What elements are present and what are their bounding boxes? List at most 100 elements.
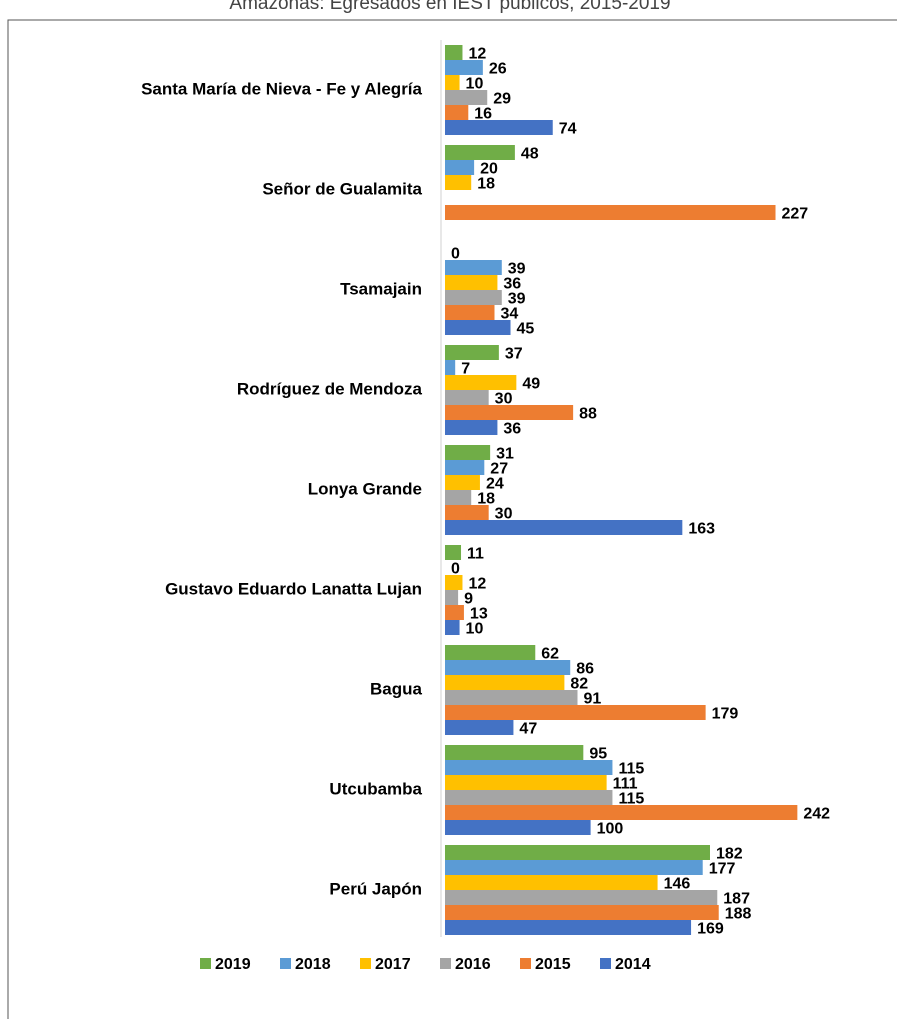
legend-label: 2015 [535,956,571,973]
value-label: 10 [466,621,484,638]
value-label: 163 [688,521,715,538]
legend-label: 2018 [295,956,331,973]
bar [445,720,514,735]
bar [445,475,480,490]
bar [445,320,511,335]
bar [445,660,571,675]
value-label: 227 [782,206,809,223]
bar [445,745,584,760]
legend-swatch [600,958,611,969]
legend-swatch [280,958,291,969]
value-label: 86 [576,661,594,678]
bar [445,520,683,535]
bar [445,575,463,590]
category-label: Utcubamba [329,779,422,798]
value-label: 0 [451,561,460,578]
value-label: 115 [618,791,644,808]
value-label: 47 [519,721,537,738]
title-bg [110,0,810,18]
value-label: 27 [490,461,508,478]
bar [445,305,495,320]
bar [445,60,483,75]
value-label: 100 [597,821,624,838]
value-label: 62 [541,646,559,663]
legend-swatch [520,958,531,969]
bar [445,790,613,805]
value-label: 34 [501,306,519,323]
bar [445,775,607,790]
bar [445,375,517,390]
bar [445,145,515,160]
value-label: 45 [517,321,535,338]
legend-label: 2019 [215,956,251,973]
value-label: 187 [723,891,750,908]
legend-swatch [360,958,371,969]
category-label: Gustavo Eduardo Lanatta Lujan [165,579,422,598]
bar [445,845,710,860]
value-label: 146 [664,876,691,893]
bar [445,275,498,290]
value-label: 82 [570,676,588,693]
bar [445,620,460,635]
value-label: 169 [697,921,724,938]
bar [445,120,553,135]
value-label: 9 [464,591,473,608]
value-label: 111 [613,776,638,793]
bar [445,260,502,275]
value-label: 39 [508,291,526,308]
legend-label: 2017 [375,956,411,973]
value-label: 30 [495,391,513,408]
value-label: 16 [474,106,492,123]
value-label: 7 [461,361,470,378]
bar [445,590,459,605]
value-label: 10 [466,76,484,93]
value-label: 242 [803,806,830,823]
value-label: 26 [489,61,507,78]
bar [445,460,485,475]
bar [445,690,578,705]
legend-swatch [440,958,451,969]
legend-swatch [200,958,211,969]
bar [445,445,491,460]
category-label: Bagua [370,679,423,698]
value-label: 91 [583,691,601,708]
category-label: Señor de Gualamita [262,179,422,198]
bar [445,545,462,560]
value-label: 177 [709,861,736,878]
bar [445,75,460,90]
value-label: 24 [486,476,504,493]
bar [445,160,475,175]
chart-frame [7,19,897,1024]
bar [445,875,658,890]
value-label: 12 [468,46,486,63]
bar [445,405,574,420]
value-label: 179 [712,706,739,723]
category-label: Rodríguez de Mendoza [237,379,423,398]
value-label: 13 [470,606,488,623]
bar [445,290,502,305]
bar [445,390,489,405]
value-label: 37 [505,346,523,363]
value-label: 88 [579,406,597,423]
category-label: Santa María de Nieva - Fe y Alegría [141,79,422,98]
bar [445,905,719,920]
bar [445,205,776,220]
value-label: 95 [589,746,607,763]
value-label: 36 [503,421,521,438]
category-label: Tsamajain [340,279,422,298]
category-label: Lonya Grande [308,479,422,498]
value-label: 182 [716,846,743,863]
bar [445,105,469,120]
bar [445,505,489,520]
value-label: 188 [725,906,752,923]
bar [445,420,498,435]
bar [445,90,488,105]
bar [445,490,472,505]
bar [445,860,703,875]
bar [445,805,798,820]
value-label: 31 [496,446,514,463]
bar [445,360,456,375]
value-label: 49 [522,376,540,393]
legend-label: 2016 [455,956,491,973]
